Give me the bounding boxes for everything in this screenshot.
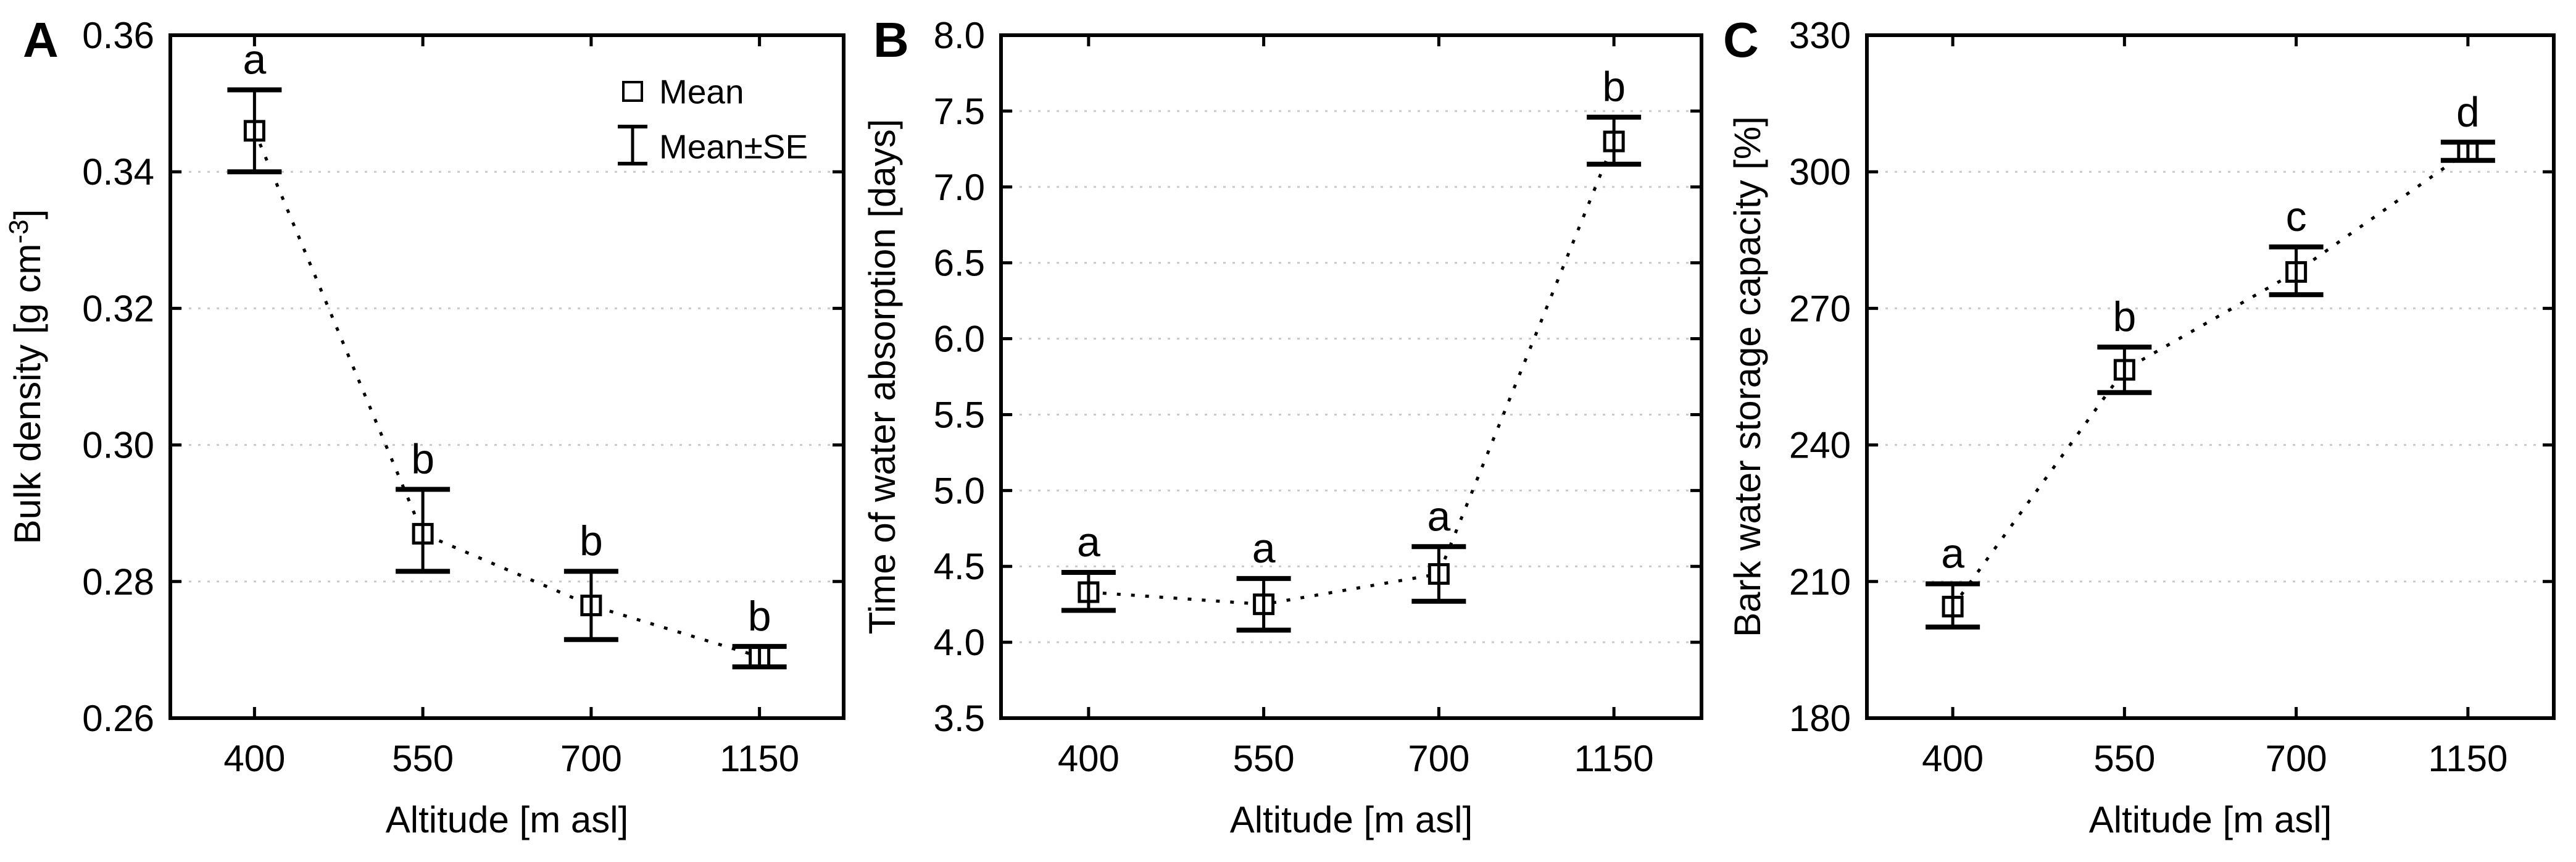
significance-letter: b bbox=[580, 517, 603, 564]
significance-letter: b bbox=[1602, 64, 1626, 111]
x-axis-title: Altitude [m asl] bbox=[2089, 799, 2332, 840]
significance-letter: c bbox=[2286, 193, 2307, 240]
x-tick-label: 1150 bbox=[1574, 738, 1654, 779]
y-tick-label: 210 bbox=[1789, 561, 1851, 603]
significance-letter: a bbox=[1077, 519, 1100, 566]
panel-letter: C bbox=[1723, 12, 1759, 67]
y-tick-label: 0.30 bbox=[82, 425, 154, 466]
x-tick-label: 1150 bbox=[720, 738, 799, 779]
x-axis-title: Altitude [m asl] bbox=[1230, 799, 1473, 840]
significance-letter: d bbox=[2456, 88, 2480, 135]
significance-letter: a bbox=[1941, 530, 1964, 577]
y-tick-label: 0.28 bbox=[82, 561, 154, 603]
series-connector-line bbox=[1951, 149, 2469, 608]
axis-frame bbox=[999, 33, 1703, 720]
y-tick-label: 4.0 bbox=[934, 622, 985, 663]
y-tick-label: 7.0 bbox=[934, 167, 985, 208]
y-tick-label: 6.0 bbox=[934, 319, 985, 360]
x-tick-label: 550 bbox=[2093, 738, 2155, 779]
series-connector-line bbox=[253, 130, 760, 658]
significance-letter: a bbox=[1252, 525, 1276, 572]
x-tick-label: 400 bbox=[1922, 738, 1984, 779]
axis-frame bbox=[168, 33, 846, 720]
y-tick-label: 0.26 bbox=[82, 698, 154, 739]
legend-mean-marker-icon bbox=[622, 81, 643, 102]
significance-letter: b bbox=[748, 593, 771, 640]
x-tick-label: 700 bbox=[1408, 738, 1469, 779]
y-tick-label: 5.0 bbox=[934, 470, 985, 511]
y-axis-title: Time of water absorption [days] bbox=[862, 119, 903, 635]
y-tick-label: 300 bbox=[1789, 151, 1851, 193]
y-tick-label: 6.5 bbox=[934, 243, 985, 284]
y-tick-label: 330 bbox=[1789, 15, 1851, 56]
x-tick-label: 550 bbox=[392, 738, 454, 779]
panel-B: a a a b 3.5 4.0 4.5 5.0 5.5 6.0 6.5 7.0 7.5 8.0 400 550… bbox=[862, 12, 1703, 840]
y-tick-label: 240 bbox=[1789, 425, 1851, 466]
legend-mean-label: Mean bbox=[659, 72, 744, 111]
panel-C: a b c d 180 210 240 270 300 330 400 550 700 1150 Altit… bbox=[1723, 12, 2556, 840]
y-tick-label: 270 bbox=[1789, 288, 1851, 329]
y-axis-title: Bark water storage capacity [%] bbox=[1727, 116, 1768, 637]
y-tick-label: 5.5 bbox=[934, 394, 985, 435]
panel-letter: A bbox=[23, 12, 59, 67]
x-tick-label: 1150 bbox=[2428, 738, 2507, 779]
significance-letter: b bbox=[2113, 293, 2136, 340]
y-tick-label: 3.5 bbox=[934, 698, 985, 739]
y-tick-label: 0.36 bbox=[82, 15, 154, 56]
x-tick-label: 700 bbox=[2266, 738, 2327, 779]
x-tick-label: 400 bbox=[223, 738, 285, 779]
panel-letter: B bbox=[873, 12, 909, 67]
y-tick-label: 0.34 bbox=[82, 151, 154, 193]
y-axis-title: Bulk density [g cm-3] bbox=[4, 209, 48, 545]
significance-letter: a bbox=[1427, 493, 1450, 540]
y-tick-label: 4.5 bbox=[934, 546, 985, 587]
x-axis-title: Altitude [m asl] bbox=[386, 799, 629, 840]
series-connector-line bbox=[1088, 141, 1616, 606]
y-tick-label: 0.32 bbox=[82, 288, 154, 329]
significance-letter: b bbox=[411, 435, 434, 482]
y-tick-label: 180 bbox=[1789, 698, 1851, 739]
legend-se-label: Mean±SE bbox=[659, 127, 808, 165]
x-tick-label: 400 bbox=[1058, 738, 1120, 779]
x-tick-label: 700 bbox=[560, 738, 622, 779]
axis-frame bbox=[1865, 33, 2556, 720]
y-tick-label: 7.5 bbox=[934, 91, 985, 132]
legend: Mean Mean±SE bbox=[618, 72, 808, 165]
x-tick-label: 550 bbox=[1233, 738, 1295, 779]
y-tick-label: 8.0 bbox=[934, 15, 985, 56]
